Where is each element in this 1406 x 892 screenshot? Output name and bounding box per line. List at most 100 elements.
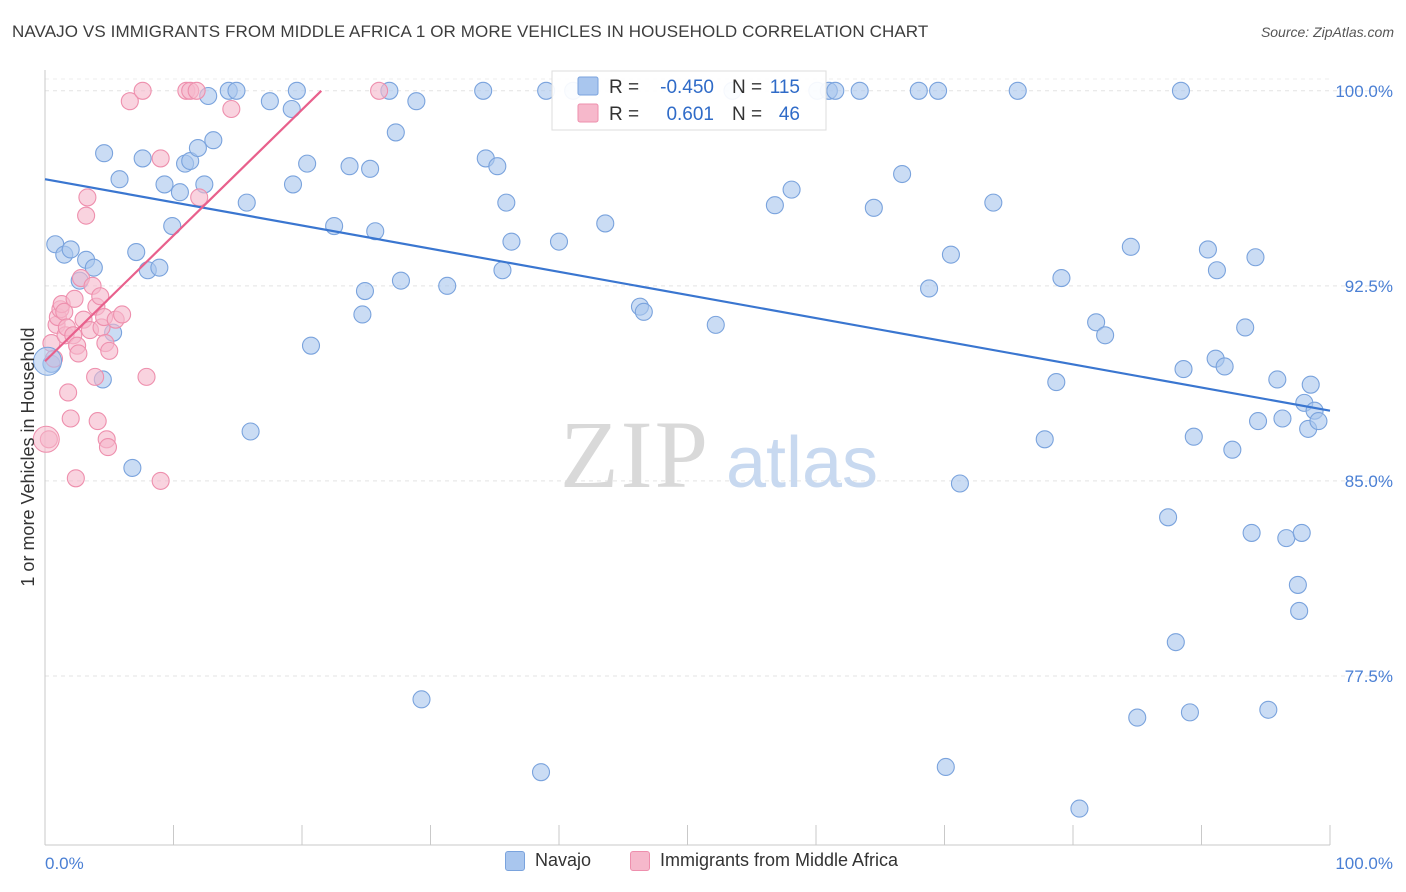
points-layer: [32, 81, 1328, 818]
navajo-point: [84, 258, 103, 277]
navajo-point: [204, 131, 223, 150]
immigrants-point: [151, 149, 170, 168]
navajo-point: [287, 81, 306, 100]
immigrants-point: [77, 206, 96, 225]
immigrants-point: [100, 341, 119, 360]
navajo-point: [1290, 601, 1309, 620]
immigrants-point: [91, 287, 110, 306]
immigrants-point: [61, 409, 80, 428]
navajo-point: [493, 261, 512, 280]
n-label: N =: [732, 77, 762, 98]
navajo-point: [237, 193, 256, 212]
immigrants-trend-line: [44, 90, 323, 363]
navajo-point: [1159, 508, 1178, 527]
immigrants-swatch: [630, 850, 650, 871]
navajo-point: [1236, 318, 1255, 337]
navajo-point: [1268, 370, 1287, 389]
immigrants-point: [65, 289, 84, 308]
navajo-point: [474, 81, 493, 100]
navajo-point: [1273, 409, 1292, 428]
navajo-point: [850, 81, 869, 100]
navajo-point: [1121, 237, 1140, 256]
navajo-point: [61, 240, 80, 259]
navajo-point: [298, 154, 317, 173]
navajo-point: [1288, 575, 1307, 594]
navajo-point: [936, 757, 955, 777]
y-tick-label: 100.0%: [1335, 82, 1393, 101]
immigrants-point: [151, 471, 170, 490]
navajo-point: [340, 157, 359, 176]
immigrants-point: [66, 469, 85, 488]
navajo-point: [1309, 412, 1328, 431]
navajo-point: [765, 196, 784, 215]
navajo-point: [1174, 360, 1193, 379]
navajo-point: [488, 157, 507, 176]
n-value: 115: [770, 77, 800, 98]
immigrants-point: [370, 81, 389, 100]
navajo-point: [163, 216, 182, 236]
navajo-point: [127, 242, 146, 262]
navajo-point: [1198, 240, 1217, 259]
navajo-point: [549, 232, 569, 251]
navajo-stats-swatch: [577, 76, 599, 96]
legend-item-navajo[interactable]: Navajo: [505, 850, 591, 871]
navajo-point: [361, 159, 380, 178]
navajo-point: [984, 193, 1003, 212]
n-value: 46: [779, 104, 800, 125]
chart-title: NAVAJO VS IMMIGRANTS FROM MIDDLE AFRICA …: [12, 22, 929, 41]
navajo-point: [412, 690, 431, 709]
n-label: N =: [732, 104, 762, 125]
navajo-point: [1242, 523, 1261, 542]
trend-layer: [44, 90, 1331, 412]
navajo-point: [1301, 375, 1320, 394]
y-axis-title-group: 1 or more Vehicles in Household: [18, 327, 38, 586]
r-value: 0.601: [666, 104, 714, 125]
navajo-point: [1096, 326, 1115, 345]
navajo-point: [1259, 700, 1278, 719]
navajo-point: [95, 144, 114, 163]
navajo-point: [929, 81, 948, 100]
navajo-point: [893, 164, 912, 184]
navajo-point: [123, 458, 142, 477]
immigrants-point: [69, 344, 88, 363]
axes-layer: 100.0% 92.5% 85.0% 77.5% 0.0% 100.0%: [44, 70, 1393, 873]
navajo-point: [706, 315, 725, 334]
legend-item-immigrants[interactable]: Immigrants from Middle Africa: [630, 850, 898, 871]
navajo-point: [502, 232, 521, 251]
legend-label-navajo: Navajo: [535, 850, 592, 870]
immigrants-stats-swatch: [577, 103, 599, 123]
navajo-point: [155, 175, 174, 194]
stats-legend: R = -0.450 N = 115 R = 0.601 N = 46: [551, 70, 827, 131]
navajo-point: [188, 138, 207, 158]
navajo-point: [1087, 313, 1106, 332]
navajo-point: [1248, 412, 1268, 431]
watermark-atlas: atlas: [726, 423, 878, 503]
navajo-point: [941, 245, 960, 264]
navajo-point: [1180, 703, 1199, 722]
legend-label-immigrants: Immigrants from Middle Africa: [660, 850, 899, 870]
immigrants-point: [133, 81, 152, 100]
navajo-point: [33, 346, 63, 376]
navajo-point: [1128, 708, 1147, 727]
navajo-point: [150, 258, 169, 277]
navajo-point: [1008, 81, 1027, 100]
navajo-point: [634, 302, 653, 321]
navajo-point: [1246, 248, 1265, 267]
y-axis-title: 1 or more Vehicles in Household: [18, 327, 38, 586]
y-tick-label: 85.0%: [1345, 472, 1393, 491]
navajo-point: [241, 422, 260, 441]
source-label: Source: ZipAtlas.com: [1260, 24, 1394, 40]
immigrants-point: [113, 305, 132, 324]
x-tick-label: 100.0%: [1335, 854, 1393, 873]
navajo-point: [596, 214, 615, 233]
immigrants-point: [78, 188, 97, 207]
navajo-swatch: [505, 850, 525, 871]
watermark: ZIP atlas: [560, 401, 878, 508]
immigrants-point: [88, 412, 107, 431]
navajo-point: [438, 276, 457, 295]
navajo-point: [386, 123, 405, 142]
navajo-point: [353, 305, 372, 324]
navajo-point: [920, 279, 939, 298]
navajo-point: [391, 271, 410, 290]
navajo-point: [282, 99, 301, 119]
